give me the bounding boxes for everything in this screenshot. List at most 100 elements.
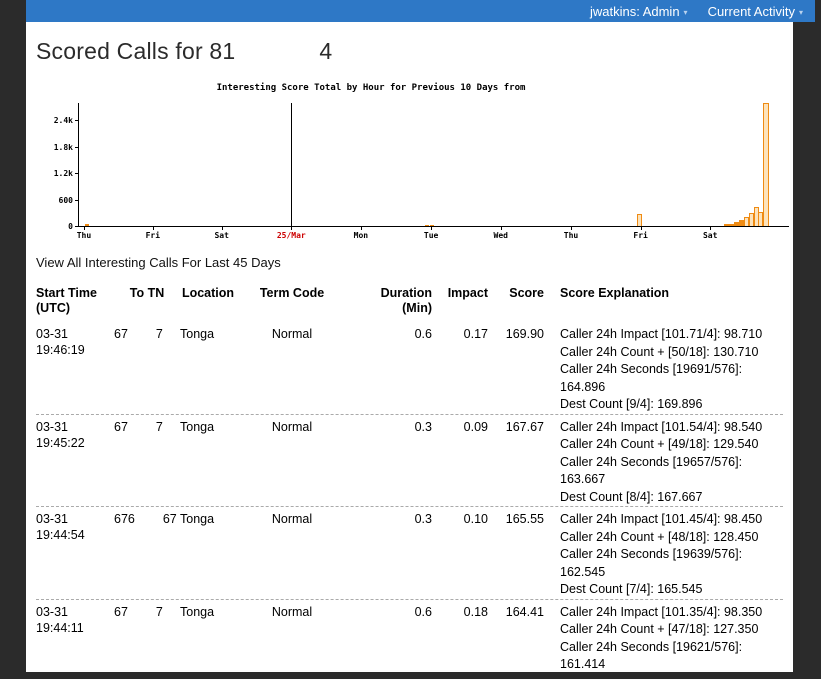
score-bar (743, 217, 749, 226)
chevron-down-icon: ▾ (683, 7, 688, 17)
header-impact: Impact (447, 286, 488, 300)
x-axis-tick-label: Fri (633, 231, 648, 240)
cell-term-code: Normal (271, 419, 313, 434)
score-bar (84, 224, 89, 226)
y-axis-tick-label: 1.2k (53, 169, 73, 179)
score-bar (424, 224, 429, 226)
cell-score: 164.41 (505, 604, 544, 619)
header-location: Location (181, 286, 235, 300)
x-axis-tick-label: Tue (423, 231, 439, 240)
cell-start-time: 03-31 19:46:19 (36, 327, 85, 357)
page-title-prefix: Scored Calls for 81 (36, 38, 236, 64)
page-title-suffix: 4 (319, 38, 333, 64)
redacted-phone-number (235, 49, 319, 59)
tn-prefix: 676 (114, 512, 135, 526)
cell-impact: 0.17 (463, 327, 488, 341)
tn-prefix: 67 (114, 327, 128, 341)
score-bar (762, 103, 769, 226)
header-score-explanation: Score Explanation (560, 286, 670, 300)
x-axis-tick (571, 226, 573, 230)
cell-location: Tonga (180, 419, 215, 434)
cell-to-tn: 67 7 (114, 604, 180, 620)
x-axis-tick-label: Fri (145, 231, 161, 240)
y-axis-tick-label: 2.4k (53, 116, 73, 126)
cell-to-tn: 676 67 (114, 511, 180, 527)
header-start-time: Start Time (UTC) (36, 286, 97, 315)
cell-explanation: Caller 24h Impact [101.35/4]: 98.350 Call… (560, 604, 763, 672)
x-axis-tick (152, 226, 154, 230)
x-axis-tick (710, 226, 712, 230)
score-bar (637, 214, 643, 226)
cell-location: Tonga (180, 604, 215, 619)
score-bar (728, 223, 734, 226)
tn-suffix: 7 (155, 419, 163, 434)
cell-start-time: 03-31 19:44:54 (36, 512, 85, 542)
tn-suffix: 67 (162, 512, 177, 526)
cell-location: Tonga (180, 512, 215, 526)
cell-score: 169.90 (505, 327, 544, 341)
cell-explanation: Caller 24h Impact [101.71/4]: 98.710 Call… (560, 327, 763, 411)
cell-explanation: Caller 24h Impact [101.54/4]: 98.540 Call… (560, 419, 763, 504)
top-navbar: jwatkins: Admin ▾ Current Activity ▾ (26, 0, 815, 22)
table-header-row: Start Time (UTC) To TN Location Term Cod… (36, 286, 783, 322)
cell-duration: 0.6 (414, 327, 432, 341)
header-duration: Duration (Min) (380, 286, 432, 315)
x-axis-tick-label: Thu (76, 231, 92, 240)
chart-plot: 2.4k 1.8k 1.2k 600 0 Thu Fri Sat 25/Mar Mon Tue Wed… (54, 103, 789, 240)
tn-prefix: 67 (114, 419, 128, 434)
x-axis-tick (360, 226, 362, 230)
cell-term-code: Normal (271, 512, 313, 526)
x-axis-tick-label: Thu (563, 231, 579, 240)
table-row: 03-31 19:44:11 67 7 Tonga Normal 0.6 0.18… (36, 600, 783, 673)
cell-score: 165.55 (505, 512, 544, 526)
scored-calls-table: Start Time (UTC) To TN Location Term Cod… (36, 286, 783, 672)
cell-to-tn: 67 7 (114, 326, 180, 342)
table-row: 03-31 19:44:54 676 67 Tonga Normal 0.3 0.… (36, 507, 783, 600)
score-bar (723, 224, 729, 226)
cell-term-code: Normal (271, 327, 313, 341)
score-bar (753, 207, 759, 226)
cell-impact: 0.10 (463, 512, 488, 526)
y-axis-tick (75, 226, 79, 227)
y-axis-tick-label: 600 (58, 195, 73, 205)
cell-duration: 0.3 (414, 512, 432, 526)
user-admin-menu[interactable]: jwatkins: Admin ▾ (590, 4, 688, 19)
x-axis-tick-label: Sat (702, 231, 718, 240)
y-axis-tick-label: 1.8k (53, 142, 73, 152)
y-axis-tick (75, 120, 79, 122)
cell-to-tn: 67 7 (114, 419, 180, 435)
score-bar (738, 220, 744, 226)
score-bar (733, 222, 739, 226)
current-activity-menu[interactable]: Current Activity ▾ (708, 4, 803, 19)
x-axis-tick (431, 226, 433, 230)
current-activity-label: Current Activity (707, 3, 795, 19)
cell-impact: 0.18 (463, 604, 488, 619)
table-body: 03-31 19:46:19 67 7 Tonga Normal 0.6 0.17… (36, 322, 783, 672)
cell-duration: 0.6 (414, 604, 432, 619)
cell-duration: 0.3 (414, 419, 432, 434)
tn-suffix: 7 (155, 327, 163, 341)
x-axis-tick-label: Mon (353, 231, 369, 240)
redacted-tn-digits (135, 515, 163, 523)
date-marker-line (291, 103, 293, 226)
cell-start-time: 03-31 19:44:11 (36, 604, 84, 635)
chart-title: Interesting Score Total by Hour for Prev… (216, 83, 526, 93)
header-score: Score (509, 286, 544, 300)
page-title: Scored Calls for 81 4 (36, 38, 332, 65)
x-axis-tick (500, 226, 502, 230)
x-axis-tick (291, 226, 293, 230)
table-row: 03-31 19:46:19 67 7 Tonga Normal 0.6 0.17… (36, 322, 783, 415)
cell-score: 167.67 (505, 419, 544, 434)
header-term-code: Term Code (259, 286, 325, 300)
redacted-tn-digits (128, 423, 156, 431)
header-to-tn: To TN (129, 286, 165, 300)
view-all-interesting-calls-link[interactable]: View All Interesting Calls For Last 45 D… (36, 255, 281, 270)
score-chart: Interesting Score Total by Hour for Prev… (26, 80, 793, 252)
x-axis-tick-label: Sat (214, 231, 229, 240)
y-axis-tick (75, 173, 79, 175)
user-admin-label: jwatkins: Admin (589, 3, 680, 19)
y-axis-tick (75, 199, 79, 201)
score-bar (748, 212, 754, 226)
cell-start-time: 03-31 19:45:22 (36, 419, 85, 450)
x-axis-tick (640, 226, 642, 230)
